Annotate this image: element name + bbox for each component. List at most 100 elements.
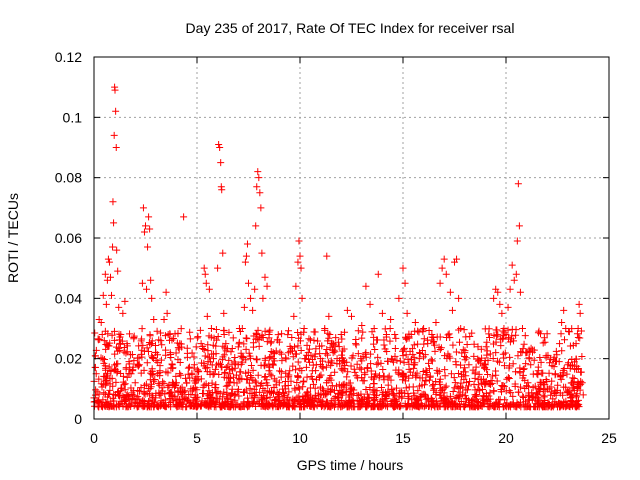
data-point bbox=[133, 354, 141, 362]
data-point bbox=[327, 372, 335, 380]
data-point bbox=[436, 279, 444, 287]
data-point bbox=[132, 395, 140, 403]
data-point bbox=[127, 370, 135, 378]
data-point bbox=[456, 392, 464, 400]
data-point bbox=[137, 337, 145, 345]
data-point bbox=[136, 387, 144, 395]
data-point bbox=[91, 352, 99, 360]
data-point bbox=[370, 401, 378, 409]
data-point bbox=[310, 403, 318, 411]
data-point bbox=[101, 390, 109, 398]
data-point bbox=[353, 391, 361, 399]
data-point bbox=[461, 392, 469, 400]
data-point bbox=[123, 391, 131, 399]
data-point bbox=[303, 341, 311, 349]
data-point bbox=[214, 264, 222, 272]
data-point bbox=[438, 264, 446, 272]
data-point bbox=[235, 392, 243, 400]
data-point bbox=[354, 350, 362, 358]
data-point bbox=[362, 282, 370, 290]
data-point bbox=[245, 379, 253, 387]
data-point bbox=[378, 309, 386, 317]
data-point bbox=[560, 365, 568, 373]
data-point bbox=[131, 399, 139, 407]
data-point bbox=[388, 386, 396, 394]
data-point bbox=[535, 388, 543, 396]
data-point bbox=[99, 291, 107, 299]
data-point bbox=[460, 400, 468, 408]
data-point bbox=[252, 222, 260, 230]
data-point bbox=[91, 363, 99, 371]
data-point bbox=[172, 401, 180, 409]
data-point bbox=[550, 356, 558, 364]
data-point bbox=[323, 345, 331, 353]
data-point bbox=[256, 189, 264, 197]
data-point bbox=[240, 340, 248, 348]
data-point bbox=[561, 336, 569, 344]
data-point bbox=[220, 373, 228, 381]
data-point bbox=[206, 390, 214, 398]
data-point bbox=[112, 378, 120, 386]
data-point bbox=[309, 380, 317, 388]
data-point bbox=[349, 389, 357, 397]
data-point bbox=[322, 363, 330, 371]
data-point bbox=[183, 349, 191, 357]
data-point bbox=[552, 347, 560, 355]
data-point bbox=[393, 384, 401, 392]
data-point bbox=[228, 344, 236, 352]
data-point bbox=[383, 401, 391, 409]
data-point bbox=[286, 367, 294, 375]
data-point bbox=[309, 361, 317, 369]
data-point bbox=[255, 342, 263, 350]
data-point bbox=[436, 402, 444, 410]
data-point bbox=[488, 402, 496, 410]
data-point bbox=[567, 397, 575, 405]
data-point bbox=[214, 333, 222, 341]
data-point bbox=[127, 384, 135, 392]
data-point bbox=[342, 388, 350, 396]
data-point bbox=[457, 373, 465, 381]
data-point bbox=[287, 377, 295, 385]
data-point bbox=[389, 390, 397, 398]
data-point bbox=[218, 402, 226, 410]
data-point bbox=[261, 403, 269, 411]
data-point bbox=[138, 279, 146, 287]
data-point bbox=[410, 341, 418, 349]
data-point bbox=[578, 379, 586, 387]
data-point bbox=[573, 402, 581, 410]
data-point bbox=[562, 325, 570, 332]
data-point bbox=[397, 402, 405, 410]
data-point bbox=[318, 403, 326, 411]
data-point bbox=[222, 340, 230, 348]
x-tick-label: 25 bbox=[601, 430, 617, 446]
data-point bbox=[370, 325, 378, 332]
data-point bbox=[201, 270, 209, 278]
data-point bbox=[457, 361, 465, 369]
data-point bbox=[481, 361, 489, 369]
data-point bbox=[486, 350, 494, 358]
data-point bbox=[398, 394, 406, 402]
data-point bbox=[216, 144, 224, 151]
data-point bbox=[324, 329, 332, 337]
data-point bbox=[435, 343, 443, 351]
data-point bbox=[352, 372, 360, 380]
data-point bbox=[115, 401, 123, 409]
y-tick-label: 0.08 bbox=[55, 170, 82, 186]
data-point bbox=[266, 363, 274, 371]
data-point bbox=[510, 276, 518, 284]
data-point bbox=[191, 391, 199, 399]
data-point bbox=[568, 325, 576, 333]
data-point bbox=[482, 343, 490, 351]
data-point bbox=[489, 372, 497, 380]
data-point bbox=[301, 403, 309, 411]
data-point bbox=[457, 379, 465, 387]
data-point bbox=[347, 362, 355, 370]
data-point bbox=[576, 309, 584, 317]
data-point bbox=[217, 159, 225, 167]
data-point bbox=[382, 392, 390, 400]
data-point bbox=[422, 395, 430, 403]
data-point bbox=[456, 338, 464, 346]
data-point bbox=[164, 369, 172, 377]
data-point bbox=[362, 386, 370, 394]
data-point bbox=[395, 366, 403, 374]
